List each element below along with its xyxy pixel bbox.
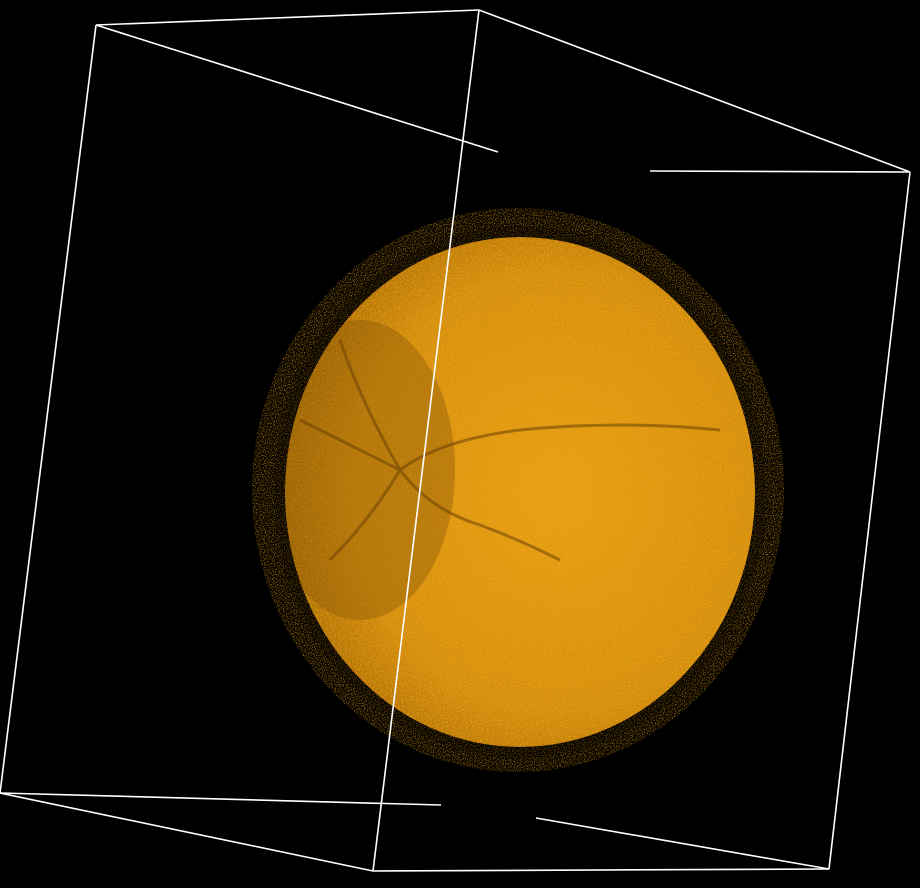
bbox-edge-top-inner [649, 170, 911, 173]
bbox-edge-bottom-left [0, 792, 374, 872]
bounding-box [0, 9, 911, 872]
rendered-volume-sphere [252, 208, 784, 772]
bbox-edge-left [0, 24, 97, 794]
bbox-edge-top-back [95, 9, 480, 26]
bbox-edge-bottom-front [372, 868, 830, 872]
volume-fissures [299, 339, 721, 562]
bounding-box-front [372, 9, 480, 872]
bbox-edge-bottom-inner [535, 817, 830, 870]
bbox-edge-front-vertical [372, 9, 480, 872]
volume-shadow-region [285, 320, 455, 620]
bbox-edge-top-right [478, 9, 911, 173]
bbox-edge-right [828, 171, 911, 870]
bbox-edge-top-diagonal [95, 24, 499, 153]
bbox-edge-bottom-back [0, 792, 442, 806]
